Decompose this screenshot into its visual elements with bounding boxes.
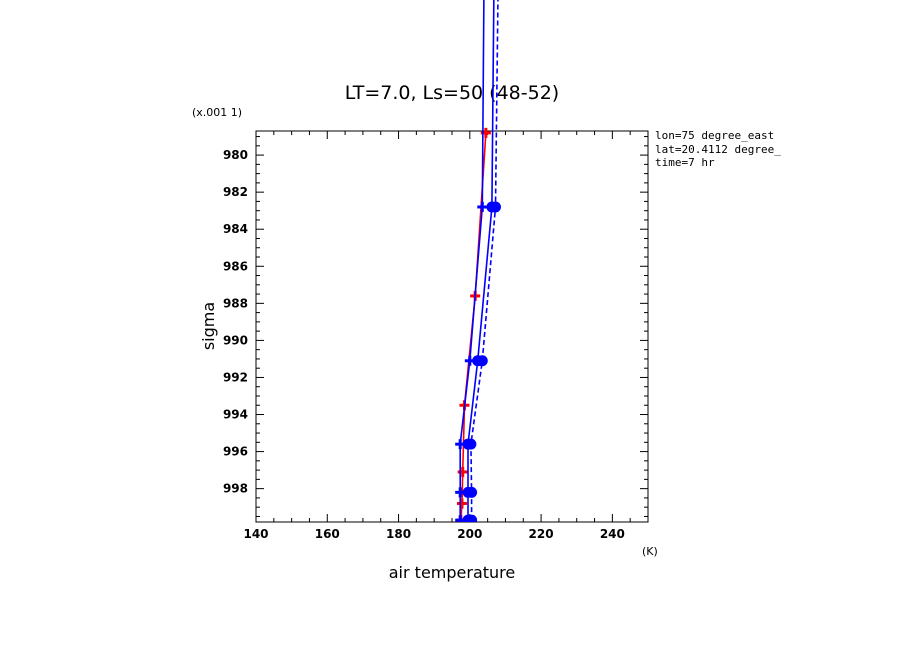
- x-tick-label: 160: [315, 527, 340, 541]
- x-axis-label: air temperature: [389, 563, 515, 582]
- y-axis-label: sigma: [199, 302, 218, 350]
- data-point: [476, 355, 488, 367]
- series-blue-dashed: [465, 0, 501, 522]
- y-tick-label: 992: [223, 370, 248, 384]
- x-unit-label: (K): [642, 545, 658, 558]
- data-point: [457, 466, 468, 477]
- y-tick-label: 990: [223, 333, 248, 347]
- data-point: [465, 438, 477, 450]
- data-point: [477, 201, 488, 212]
- x-tick-label: 240: [600, 527, 625, 541]
- chart-title: LT=7.0, Ls=50 (48-52): [345, 82, 559, 104]
- plot-frame: [255, 130, 649, 523]
- y-tick-label: 982: [223, 185, 248, 199]
- y-tick-label: 980: [223, 148, 248, 162]
- annotation-lon: lon=75 degree_east: [655, 129, 774, 142]
- series-line-blue-dashed: [470, 0, 499, 521]
- data-point: [489, 201, 501, 213]
- x-tick-label: 220: [529, 527, 554, 541]
- y-tick-label: 994: [223, 408, 248, 422]
- axis-ticks: [255, 131, 649, 522]
- x-tick-label: 200: [457, 527, 482, 541]
- x-tick-label: 180: [386, 527, 411, 541]
- y-scale-note: (x.001 1): [192, 106, 242, 119]
- data-point: [466, 514, 478, 522]
- y-tick-label: 984: [223, 222, 248, 236]
- annotation-time: time=7 hr: [655, 156, 715, 169]
- y-tick-label: 986: [223, 259, 248, 273]
- annotation-lat: lat=20.4112 degree_: [655, 143, 781, 156]
- y-tick-labels: 980 982 984 986 988 990 992 994 996 998: [223, 148, 248, 496]
- x-tick-labels: 140 160 180 200 220 240: [243, 527, 624, 541]
- data-point: [466, 486, 478, 498]
- data-point: [456, 498, 467, 509]
- y-tick-label: 988: [223, 296, 248, 310]
- y-tick-label: 998: [223, 482, 248, 496]
- y-tick-label: 996: [223, 445, 248, 459]
- x-tick-label: 140: [243, 527, 268, 541]
- series-layer: [455, 0, 501, 522]
